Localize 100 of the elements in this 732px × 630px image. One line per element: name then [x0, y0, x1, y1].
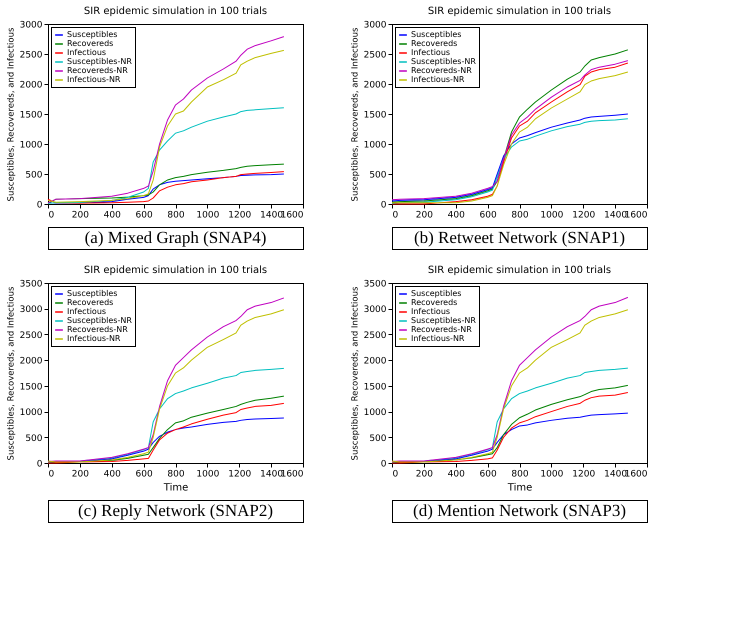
- legend-label: Recovereds-NR: [411, 325, 472, 334]
- y-tick-label: 500: [25, 434, 43, 444]
- legend-label: Recovereds: [411, 298, 458, 307]
- y-tick-label: 1500: [20, 110, 43, 120]
- x-tick-label: 200: [72, 470, 90, 480]
- y-tick-label: 3000: [20, 305, 43, 316]
- y-axis-title: Susceptibles, Recovereds, and Infectious: [6, 27, 17, 202]
- x-tick-label: 1400: [604, 470, 628, 480]
- line-series: [392, 368, 628, 462]
- x-tick-label: 600: [136, 470, 153, 480]
- x-tick-label: 0: [48, 470, 54, 480]
- x-tick-label: 600: [136, 210, 153, 220]
- x-tick-label: 200: [72, 210, 90, 220]
- x-tick-label: 1200: [572, 470, 596, 480]
- y-tick-label: 500: [369, 170, 387, 180]
- legend-label: Recovereds: [67, 298, 114, 307]
- x-tick-label: 600: [480, 210, 497, 220]
- x-tick-label: 1200: [228, 210, 252, 220]
- x-tick-label: 1400: [260, 210, 284, 220]
- y-tick-label: 500: [25, 170, 43, 180]
- x-tick-label: 1400: [260, 470, 284, 480]
- y-tick-label: 2000: [364, 356, 387, 367]
- text: (d) Mention Network (SNAP3): [413, 501, 626, 520]
- line-series: [48, 368, 284, 462]
- legend-label: Recovereds-NR: [411, 66, 472, 75]
- x-tick-label: 1600: [624, 210, 648, 220]
- y-axis-title: Susceptibles, Recovereds, and Infectious: [350, 27, 361, 202]
- x-tick-label: 800: [167, 470, 185, 480]
- legend-label: Susceptibles: [411, 30, 462, 39]
- y-tick-label: 2000: [20, 80, 43, 90]
- x-tick-label: 200: [416, 470, 434, 480]
- y-tick-label: 2000: [364, 80, 387, 90]
- legend-label: Infectious-NR: [411, 75, 465, 84]
- chart-title: SIR epidemic simulation in 100 trials: [428, 265, 612, 276]
- legend-label: Infectious-NR: [67, 334, 121, 343]
- y-tick-label: 3500: [20, 280, 43, 290]
- chart-title: SIR epidemic simulation in 100 trials: [84, 265, 268, 276]
- x-tick-label: 1000: [196, 210, 220, 220]
- legend-label: Susceptibles-NR: [67, 316, 132, 325]
- y-tick-label: 0: [36, 200, 43, 210]
- y-tick-label: 1000: [364, 140, 387, 150]
- y-tick-label: 1000: [20, 140, 43, 150]
- legend-label: Infectious-NR: [67, 75, 121, 84]
- y-tick-label: 2500: [20, 330, 43, 341]
- x-tick-label: 200: [416, 210, 434, 220]
- chart-title: SIR epidemic simulation in 100 trials: [84, 6, 268, 17]
- line-series: [48, 107, 284, 204]
- y-tick-label: 1000: [364, 408, 387, 418]
- x-tick-label: 1200: [228, 470, 252, 480]
- y-tick-label: 3000: [20, 20, 43, 30]
- y-tick-label: 500: [369, 434, 387, 444]
- x-tick-label: 1400: [604, 210, 628, 220]
- y-tick-label: 1500: [364, 110, 387, 120]
- x-axis-title: Time: [162, 482, 188, 494]
- y-tick-label: 2000: [20, 356, 43, 367]
- y-tick-label: 0: [380, 200, 387, 210]
- y-tick-label: 1000: [20, 408, 43, 418]
- y-tick-label: 1500: [364, 382, 387, 392]
- legend-label: Infectious: [67, 48, 106, 57]
- y-tick-label: 1500: [20, 382, 43, 392]
- y-tick-label: 3000: [364, 305, 387, 316]
- x-tick-label: 800: [511, 470, 529, 480]
- legend-label: Susceptibles: [411, 289, 462, 298]
- legend-label: Susceptibles-NR: [67, 57, 132, 66]
- x-tick-label: 1000: [540, 470, 564, 480]
- legend-label: Recovereds: [67, 39, 114, 48]
- x-tick-label: 400: [104, 470, 122, 480]
- x-tick-label: 800: [511, 210, 529, 220]
- y-tick-label: 0: [380, 460, 387, 470]
- legend-label: Recovereds: [411, 39, 458, 48]
- legend-label: Infectious: [67, 307, 106, 316]
- legend-label: Susceptibles: [67, 30, 118, 39]
- y-tick-label: 2500: [364, 50, 387, 60]
- x-tick-label: 0: [392, 470, 398, 480]
- y-tick-label: 3500: [364, 280, 387, 290]
- x-tick-label: 400: [104, 210, 122, 220]
- chart-title: SIR epidemic simulation in 100 trials: [428, 6, 612, 17]
- y-tick-label: 0: [36, 460, 43, 470]
- y-tick-label: 2500: [20, 50, 43, 60]
- x-tick-label: 400: [448, 210, 466, 220]
- y-axis-title: Susceptibles, Recovereds, and Infectious: [6, 286, 17, 460]
- legend-label: Susceptibles-NR: [411, 316, 476, 325]
- legend-label: Recovereds-NR: [67, 325, 128, 334]
- x-tick-label: 0: [48, 210, 54, 220]
- x-tick-label: 0: [392, 210, 398, 220]
- y-axis-title: Susceptibles, Recovereds, and Infectious: [350, 286, 361, 460]
- y-tick-label: 3000: [364, 20, 387, 30]
- legend-label: Susceptibles: [67, 289, 118, 298]
- x-tick-label: 1600: [624, 470, 648, 480]
- legend-label: Susceptibles-NR: [411, 57, 476, 66]
- x-tick-label: 1000: [196, 470, 220, 480]
- x-tick-label: 1000: [540, 210, 564, 220]
- x-tick-label: 1600: [280, 210, 304, 220]
- text: (c) Reply Network (SNAP2): [78, 501, 273, 520]
- x-tick-label: 800: [167, 210, 185, 220]
- legend-label: Infectious: [411, 307, 450, 316]
- legend-label: Infectious-NR: [411, 334, 465, 343]
- x-axis-title: Time: [506, 482, 532, 494]
- text: (b) Retweet Network (SNAP1): [414, 228, 626, 247]
- x-tick-label: 600: [480, 470, 497, 480]
